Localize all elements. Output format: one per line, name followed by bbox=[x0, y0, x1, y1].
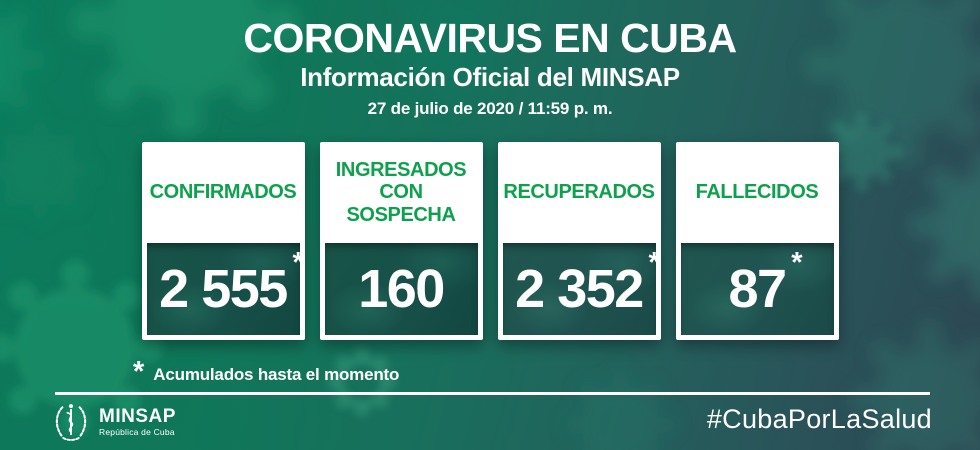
stat-card-recuperados: RECUPERADOS 2 352 * bbox=[497, 142, 661, 340]
logo-name: MINSAP bbox=[99, 406, 176, 428]
stat-label: CONFIRMADOS bbox=[147, 142, 300, 243]
stat-asterisk: * bbox=[292, 247, 304, 279]
stat-value-panel: 160 bbox=[324, 243, 478, 335]
footnote-text: Acumulados hasta el momento bbox=[153, 365, 400, 384]
stat-value-panel: 2 555 * bbox=[146, 243, 304, 335]
campaign-hashtag: #CubaPorLaSalud bbox=[706, 404, 932, 434]
page-subtitle: Información Oficial del MINSAP bbox=[300, 62, 680, 92]
footer-divider bbox=[55, 392, 930, 395]
stat-card-confirmados: CONFIRMADOS 2 555 * bbox=[141, 142, 305, 340]
stat-card-ingresados: INGRESADOS CON SOSPECHA 160 bbox=[319, 142, 483, 340]
stat-card-fallecidos: FALLECIDOS 87 * bbox=[675, 142, 839, 340]
stat-label-line1: RECUPERADOS bbox=[503, 181, 655, 204]
footnote-asterisk: * bbox=[133, 356, 145, 388]
stat-asterisk: * bbox=[648, 247, 660, 279]
stat-label: FALLECIDOS bbox=[681, 142, 834, 243]
stat-value-panel: 2 352 * bbox=[502, 243, 660, 335]
stat-label-line1: FALLECIDOS bbox=[695, 181, 819, 204]
stat-value-panel: 87 * bbox=[680, 243, 834, 335]
stat-value: 2 555 bbox=[159, 259, 288, 319]
stat-label: INGRESADOS CON SOSPECHA bbox=[325, 142, 478, 243]
stat-value: 160 bbox=[358, 259, 445, 319]
logo-subtitle: República de Cuba bbox=[99, 427, 175, 437]
page-title: CORONAVIRUS EN CUBA bbox=[243, 15, 737, 61]
minsap-logo: MINSAP República de Cuba bbox=[52, 401, 176, 443]
report-date: 27 de julio de 2020 / 11:59 p. m. bbox=[367, 99, 613, 118]
stat-cards-row: CONFIRMADOS 2 555 * INGRESADOS CON SOSPE… bbox=[0, 142, 980, 340]
stat-label-line1: CONFIRMADOS bbox=[149, 181, 297, 204]
caduceus-wreath-icon bbox=[55, 404, 87, 441]
header: CORONAVIRUS EN CUBA Información Oficial … bbox=[0, 18, 980, 119]
stat-label-line2: CON SOSPECHA bbox=[346, 181, 456, 226]
stat-asterisk: * bbox=[791, 247, 803, 279]
stat-label: RECUPERADOS bbox=[503, 142, 656, 243]
stat-value: 2 352 bbox=[515, 259, 644, 319]
footnote: * Acumulados hasta el momento bbox=[133, 358, 399, 387]
stat-label-line1: INGRESADOS bbox=[335, 158, 467, 181]
stat-value: 87 bbox=[728, 259, 787, 319]
